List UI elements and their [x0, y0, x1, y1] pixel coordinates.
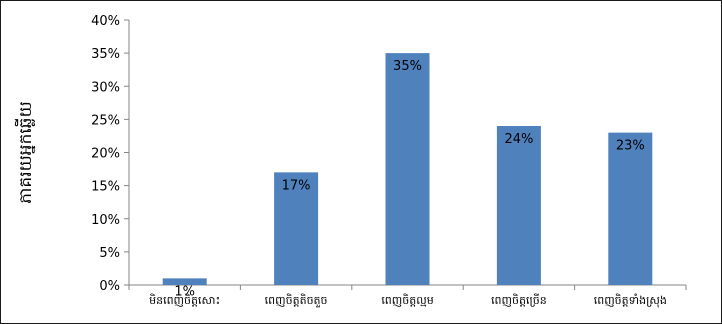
bar: [608, 132, 653, 285]
bar-data-label: 17%: [282, 178, 311, 193]
bar: [162, 278, 207, 285]
y-tick-label: 35%: [91, 47, 120, 62]
bar: [274, 172, 319, 285]
bar-data-label: 23%: [616, 139, 645, 154]
bars: 1% 17% 35% 24% 23%: [162, 53, 653, 299]
bar-data-label: 24%: [504, 132, 533, 147]
bar: [496, 126, 541, 285]
bar-data-label: 1%: [174, 284, 195, 299]
x-tick-label: ពេញចិត្តល្មម: [381, 293, 433, 307]
y-tick-label: 10%: [91, 213, 120, 228]
y-tick-label: 30%: [91, 80, 120, 95]
x-tick-label: ពេញចិត្តទាំងស្រុង: [594, 293, 667, 308]
y-tick-label: 15%: [91, 180, 120, 195]
y-tick-label: 5%: [99, 246, 120, 261]
x-tick-label: ពេញចិត្តច្រើន: [491, 293, 547, 307]
y-tick-label: 40%: [91, 14, 120, 29]
y-tick-label: 20%: [91, 147, 120, 162]
y-tick-label: 0%: [99, 279, 120, 294]
y-tick-label: 25%: [91, 113, 120, 128]
x-axis-ticks: មិនពេញចិត្តសោះ ពេញចិត្តតិចតួច ពេញចិត្តល្មម…: [128, 285, 687, 308]
bar-data-label: 35%: [393, 59, 422, 74]
y-axis-ticks: 0% 5% 10% 15% 20% 25% 30% 35% 40%: [91, 14, 129, 294]
x-tick-label: ពេញចិត្តតិចតួច: [265, 293, 328, 308]
y-axis-title: ភាគរយអ្នកឆ្លើយ: [14, 101, 36, 204]
x-tick-label: មិនពេញចិត្តសោះ: [149, 293, 220, 307]
bar: [385, 53, 430, 285]
